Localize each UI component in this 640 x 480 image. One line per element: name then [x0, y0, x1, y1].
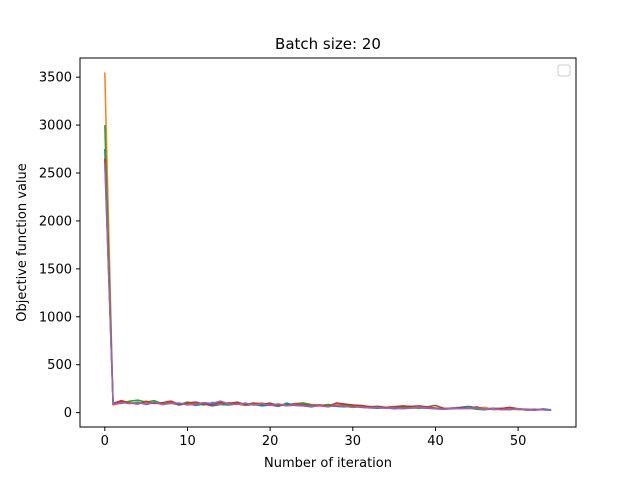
x-tick-label-3: 30: [345, 434, 362, 449]
x-tick-label-1: 10: [179, 434, 196, 449]
x-tick-label-2: 20: [262, 434, 279, 449]
x-tick-label-0: 0: [101, 434, 109, 449]
y-tick-label-5: 2500: [39, 167, 72, 182]
plot-area: [80, 58, 576, 427]
x-axis-ticks: 0 10 20 30 40 50: [101, 427, 527, 449]
y-tick-label-0: 0: [64, 406, 72, 421]
plot-frame: [79, 57, 577, 428]
legend-box: [557, 64, 571, 77]
x-tick-label-4: 40: [427, 434, 444, 449]
chart-title: Batch size: 20: [275, 35, 381, 53]
y-axis-label: Objective function value: [15, 163, 30, 322]
y-tick-label-1: 500: [47, 358, 72, 373]
y-tick-label-7: 3500: [39, 71, 72, 86]
x-tick-label-5: 50: [510, 434, 527, 449]
y-tick-label-4: 2000: [39, 214, 72, 229]
y-axis-ticks: 0 500 1000 1500 2000 2500 3000 3500: [39, 71, 80, 421]
y-tick-label-2: 1000: [39, 310, 72, 325]
series-line-5: [104, 163, 552, 411]
series-layer: [104, 72, 552, 411]
y-tick-label-6: 3000: [39, 119, 72, 134]
x-axis-label: Number of iteration: [264, 456, 392, 471]
y-tick-label-3: 1500: [39, 262, 72, 277]
